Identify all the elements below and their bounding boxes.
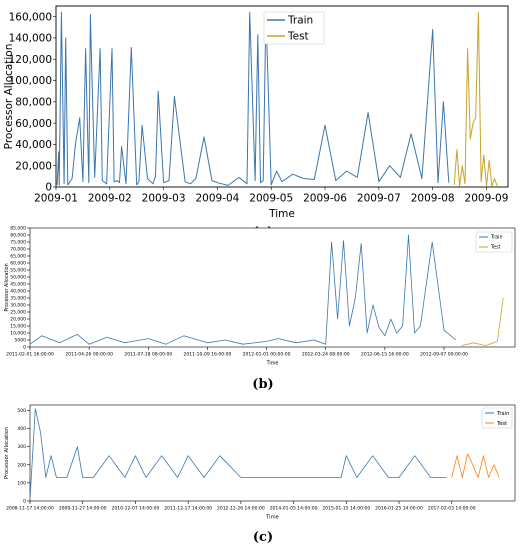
x-tick-label: 2009-11-27 14:00:00 xyxy=(59,506,107,512)
x-tick-label: 2009-02 xyxy=(88,193,132,205)
legend-label-train: Train xyxy=(496,411,509,417)
x-axis-label: Time xyxy=(265,514,279,520)
chart-panel-2: 0500010,00015,00020,00025,00030,00035,00… xyxy=(4,226,516,392)
x-tick-label: 2009-01 xyxy=(34,193,78,205)
y-tick-label: 20,000 xyxy=(15,160,52,172)
y-tick-label: 40,000 xyxy=(10,289,26,295)
series-line-train xyxy=(29,234,457,345)
x-tick-label: 2009-08 xyxy=(411,193,455,205)
x-tick-label: 2008-11-17 14:00:00 xyxy=(6,506,54,512)
series-line-test xyxy=(461,297,504,347)
y-tick-label: 0 xyxy=(23,345,26,351)
panel-caption: (b) xyxy=(252,377,273,392)
legend-label-test: Test xyxy=(496,421,507,427)
y-tick-label: 100 xyxy=(17,480,26,486)
y-tick-label: 500 xyxy=(17,408,26,414)
y-tick-label: 0 xyxy=(45,182,52,194)
x-tick-label: 2012-06-15 16:00:00 xyxy=(361,352,409,358)
x-tick-label: 2015-01-15 14:00:00 xyxy=(322,506,370,512)
y-tick-label: 400 xyxy=(17,426,26,432)
y-axis-label: Processor Allocation xyxy=(4,263,10,311)
series-line-test xyxy=(451,453,500,478)
y-tick-label: 65,000 xyxy=(10,254,26,260)
x-tick-label: 2012-09-07 00:00:00 xyxy=(420,352,468,358)
x-tick-label: 2011-10-09 16:00:00 xyxy=(184,352,232,358)
x-axis-label: Time xyxy=(268,208,295,220)
x-tick-label: 2016-01-25 14:00:00 xyxy=(375,506,423,512)
y-tick-label: 30,000 xyxy=(10,303,26,309)
y-tick-label: 55,000 xyxy=(10,268,26,274)
y-tick-label: 0 xyxy=(23,499,26,505)
x-tick-label: 2017-02-03 14:00:00 xyxy=(428,506,476,512)
x-tick-label: 2014-01-05 14:00:00 xyxy=(270,506,318,512)
x-tick-label: 2009-09 xyxy=(465,193,509,205)
y-tick-label: 80,000 xyxy=(15,96,52,108)
x-tick-label: 2009-03 xyxy=(142,193,186,205)
legend-label-test: Test xyxy=(287,31,309,43)
y-tick-label: 140,000 xyxy=(9,33,52,45)
x-tick-label: 2010-12-07 14:00:00 xyxy=(112,506,160,512)
x-axis-label: Time xyxy=(266,360,279,366)
y-tick-label: 15,000 xyxy=(10,324,26,330)
y-tick-label: 75,000 xyxy=(10,240,26,246)
x-tick-label: 2012-03-24 08:00:00 xyxy=(302,352,350,358)
x-tick-label: 2009-05 xyxy=(249,193,293,205)
legend-label-test: Test xyxy=(490,245,501,251)
plot-frame xyxy=(29,404,516,502)
x-tick-label: 2009-07 xyxy=(357,193,401,205)
y-tick-label: 120,000 xyxy=(9,54,52,66)
x-tick-label: 2009-06 xyxy=(303,193,347,205)
x-tick-label: 2011-04-26 00:00:00 xyxy=(65,352,113,358)
y-tick-label: 70,000 xyxy=(10,247,26,253)
y-axis-label: Processor Allocation xyxy=(4,427,10,479)
series-line-train xyxy=(56,11,450,186)
chart-panel-3: 0 100 200 300 400 500 2008-11-17 14:00:00 2009-… xyxy=(4,404,516,545)
x-tick-label: 2011-12-17 14:00:00 xyxy=(164,506,212,512)
y-tick-label: 80,000 xyxy=(10,233,26,239)
series-line-train xyxy=(29,408,447,500)
y-tick-label: 50,000 xyxy=(10,275,26,281)
y-tick-label: 160,000 xyxy=(9,11,52,23)
y-tick-label: 100,000 xyxy=(9,75,52,87)
x-tick-label: 2012-12-26 14:00:00 xyxy=(217,506,265,512)
panel-caption: (c) xyxy=(253,530,273,545)
y-tick-label: 300 xyxy=(17,444,26,450)
legend-label-train: Train xyxy=(287,15,313,27)
y-tick-label: 20,000 xyxy=(10,317,26,323)
x-tick-label: 2011-07-18 08:00:00 xyxy=(124,352,172,358)
x-tick-label: 2012-01-01 00:00:00 xyxy=(243,352,291,358)
x-tick-label: 2009-04 xyxy=(195,193,239,205)
y-tick-label: 5000 xyxy=(15,338,27,344)
y-tick-label: 200 xyxy=(17,462,26,468)
plot-frame xyxy=(29,227,516,348)
x-tick-label: 2011-02-01 16:00:00 xyxy=(6,352,54,358)
y-tick-label: 60,000 xyxy=(10,261,26,267)
y-tick-label: 35,000 xyxy=(10,296,26,302)
y-tick-label: 10,000 xyxy=(10,331,26,337)
y-tick-label: 25,000 xyxy=(10,310,26,316)
legend-label-train: Train xyxy=(490,235,503,241)
chart-panel-1: 0 20,000 40,000 60,000 80,000 100,000 120,000 1… xyxy=(3,5,509,240)
y-tick-label: 45,000 xyxy=(10,282,26,288)
y-tick-label: 85,000 xyxy=(10,226,26,232)
series-line-test xyxy=(453,11,498,187)
y-axis-label: Processor Allocation xyxy=(3,44,15,150)
y-tick-label: 40,000 xyxy=(15,139,52,151)
y-tick-label: 60,000 xyxy=(15,118,52,130)
